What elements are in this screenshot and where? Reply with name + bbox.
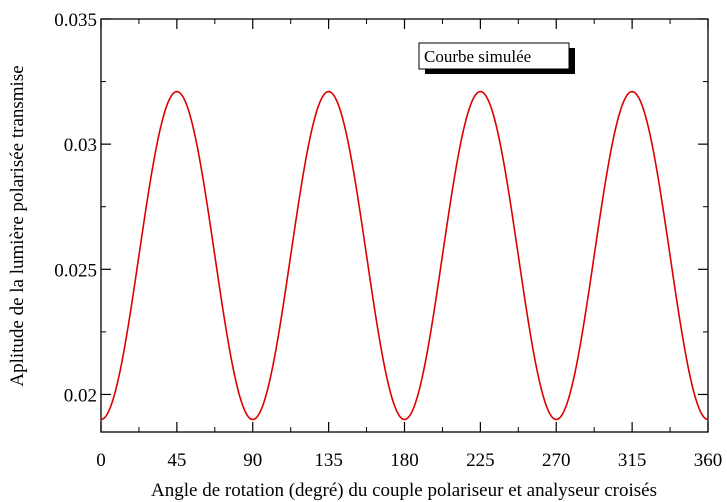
series-line — [100, 90, 709, 421]
x-tick-label: 135 — [314, 450, 343, 471]
y-axis-ticks: 0.02 0.025 0.03 0.035 — [54, 10, 708, 406]
legend-label: Courbe simulée — [424, 47, 531, 66]
y-axis-label: Aplitude de la lumière polarisée transmi… — [7, 65, 28, 386]
x-tick-label: 360 — [694, 450, 723, 471]
legend: Courbe simulée — [418, 42, 575, 74]
x-tick-label: 180 — [390, 450, 419, 471]
x-axis-ticks: 0 45 90 135 180 225 270 315 360 — [96, 19, 722, 471]
x-tick-label: 90 — [243, 450, 262, 471]
plot-frame — [100, 18, 709, 433]
x-tick-label: 45 — [167, 450, 186, 471]
x-tick-label: 225 — [466, 450, 495, 471]
x-tick-label: 270 — [542, 450, 571, 471]
x-axis-label: Angle de rotation (degré) du couple pola… — [151, 480, 657, 501]
x-tick-label: 0 — [96, 450, 106, 471]
y-tick-label: 0.02 — [64, 385, 97, 406]
y-tick-label: 0.03 — [64, 135, 97, 156]
x-tick-label: 315 — [618, 450, 647, 471]
y-tick-label: 0.025 — [54, 260, 97, 281]
legend-box — [418, 42, 570, 70]
y-tick-label: 0.035 — [54, 10, 97, 31]
